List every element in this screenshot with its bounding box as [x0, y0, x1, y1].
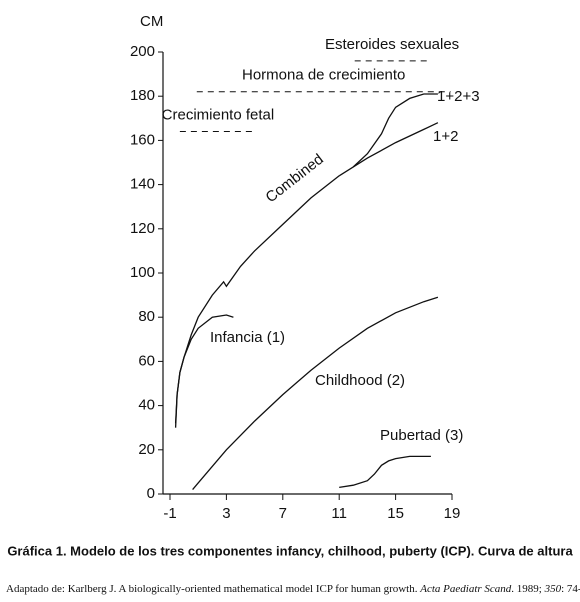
phase-label: Hormona de crecimiento: [242, 67, 405, 84]
series-line: [338, 122, 439, 177]
series-line: [339, 455, 431, 489]
y-tick-label: 40: [138, 397, 155, 414]
series-label: Infancia (1): [210, 329, 285, 346]
x-tick-label: 15: [387, 505, 404, 522]
phase-label: Crecimiento fetal: [162, 107, 275, 124]
source-part: Acta Paediatr Scand: [419, 583, 512, 595]
series-line: [352, 93, 438, 168]
y-tick-label: 180: [130, 87, 155, 104]
x-tick-label: 3: [222, 505, 230, 522]
y-tick-label: 0: [147, 485, 155, 502]
y-tick-label: 20: [138, 441, 155, 458]
series-label: Childhood (2): [315, 372, 405, 389]
series-label: 1+2: [433, 128, 458, 145]
y-tick-label: 120: [130, 220, 155, 237]
x-tick-label: -1: [163, 505, 176, 522]
x-tick-label: 11: [331, 505, 347, 522]
x-tick-label: 7: [279, 505, 287, 522]
y-tick-label: 100: [130, 264, 155, 281]
source-part: . 1989;: [511, 583, 544, 595]
x-tick-label: 19: [444, 505, 461, 522]
series-label: 1+2+3: [437, 88, 480, 105]
source-part: 350: [544, 583, 562, 595]
y-tick-label: 140: [130, 176, 155, 193]
phase-label: Esteroides sexuales: [325, 36, 459, 53]
y-tick-label: 60: [138, 352, 155, 369]
series-line: [174, 175, 340, 428]
y-tick-label: 200: [130, 43, 155, 60]
y-tick-label: 160: [130, 131, 155, 148]
series-label: Pubertad (3): [380, 427, 463, 444]
caption: Gráfica 1. Modelo de los tres componente…: [7, 543, 573, 558]
source: Adaptado de: Karlberg J. A biologically-…: [6, 583, 580, 595]
series-label: Combined: [262, 151, 326, 206]
source-part: Adaptado de: Karlberg J. A biologically-…: [6, 583, 420, 595]
series-line: [192, 296, 439, 491]
y-tick-label: 80: [138, 308, 155, 325]
y-axis-label: CM: [140, 13, 163, 30]
source-part: : 74-94.: [561, 583, 580, 595]
